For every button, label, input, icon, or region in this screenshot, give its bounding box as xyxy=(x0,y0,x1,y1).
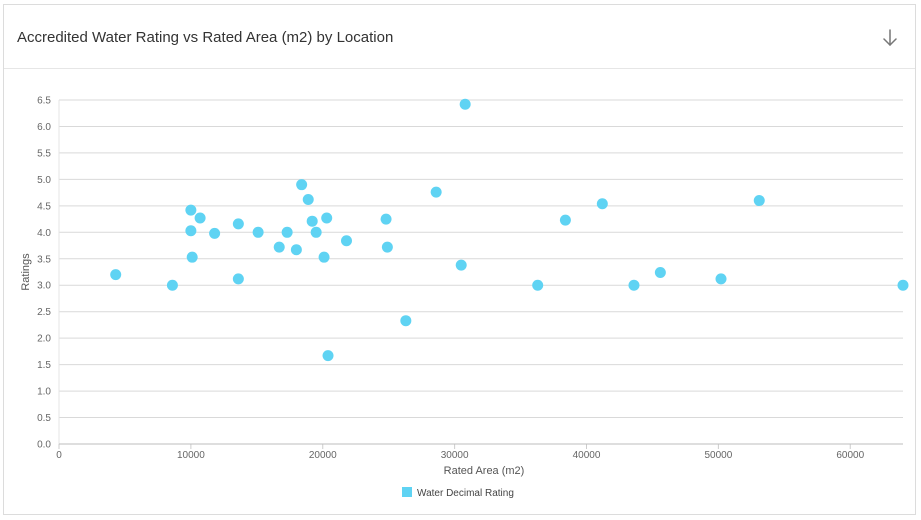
data-point[interactable] xyxy=(430,186,442,198)
x-tick-label: 10000 xyxy=(177,450,205,461)
data-point[interactable] xyxy=(380,213,392,225)
data-points xyxy=(110,98,909,362)
x-tick-label: 30000 xyxy=(441,450,469,461)
data-point[interactable] xyxy=(532,279,544,291)
x-axis-label: Rated Area (m2) xyxy=(444,465,525,477)
data-point[interactable] xyxy=(715,273,727,285)
grid-lines xyxy=(58,99,903,445)
y-tick-label: 4.0 xyxy=(37,228,51,239)
legend-label: Water Decimal Rating xyxy=(417,488,514,499)
data-point[interactable] xyxy=(110,269,122,281)
data-point[interactable] xyxy=(232,218,244,230)
y-tick-label: 3.0 xyxy=(37,281,51,292)
y-tick-label: 0.0 xyxy=(37,440,51,451)
y-tick-label: 5.0 xyxy=(37,175,51,186)
y-tick-label: 6.0 xyxy=(37,122,51,133)
data-point[interactable] xyxy=(186,251,198,263)
chart-card: Accredited Water Rating vs Rated Area (m… xyxy=(3,4,916,515)
y-tick-label: 1.0 xyxy=(37,387,51,398)
data-point[interactable] xyxy=(340,235,352,247)
y-tick-label: 3.5 xyxy=(37,254,51,265)
data-point[interactable] xyxy=(296,179,308,191)
data-point[interactable] xyxy=(209,227,221,239)
data-point[interactable] xyxy=(252,226,264,238)
data-point[interactable] xyxy=(628,279,640,291)
data-point[interactable] xyxy=(310,226,322,238)
data-point[interactable] xyxy=(322,350,334,362)
y-tick-label: 2.5 xyxy=(37,307,51,318)
data-point[interactable] xyxy=(381,241,393,253)
data-point[interactable] xyxy=(318,251,330,263)
card-header: Accredited Water Rating vs Rated Area (m… xyxy=(4,5,915,69)
data-point[interactable] xyxy=(559,214,571,226)
x-tick-label: 60000 xyxy=(836,450,864,461)
data-point[interactable] xyxy=(232,273,244,285)
chart-title: Accredited Water Rating vs Rated Area (m… xyxy=(17,29,394,46)
data-point[interactable] xyxy=(302,193,314,205)
data-point[interactable] xyxy=(654,267,666,279)
x-tick-label: 20000 xyxy=(309,450,337,461)
x-tick-label: 40000 xyxy=(573,450,601,461)
legend-swatch xyxy=(402,487,412,497)
data-point[interactable] xyxy=(281,226,293,238)
data-point[interactable] xyxy=(596,198,608,210)
x-tick-label: 50000 xyxy=(704,450,732,461)
data-point[interactable] xyxy=(290,244,302,256)
data-point[interactable] xyxy=(455,259,467,271)
data-point[interactable] xyxy=(166,279,178,291)
data-point[interactable] xyxy=(185,225,197,237)
data-point[interactable] xyxy=(321,212,333,224)
arrow-down-icon xyxy=(883,29,897,46)
x-tick-label: 0 xyxy=(56,450,62,461)
y-tick-label: 5.5 xyxy=(37,148,51,159)
y-tick-label: 4.5 xyxy=(37,201,51,212)
y-tick-label: 2.0 xyxy=(37,334,51,345)
data-point[interactable] xyxy=(400,315,412,327)
legend[interactable]: Water Decimal Rating xyxy=(402,487,514,499)
y-tick-label: 6.5 xyxy=(37,96,51,107)
data-point[interactable] xyxy=(185,204,197,216)
y-axis-ticks: 0.0 0.5 1.0 1.5 2.0 2.5 3.0 3.5 4.0 4.5 5.0 5.5 6.0 6… xyxy=(37,96,51,451)
y-tick-label: 0.5 xyxy=(37,413,51,424)
data-point[interactable] xyxy=(459,98,471,110)
y-axis-label: Ratings xyxy=(20,253,32,291)
y-tick-label: 1.5 xyxy=(37,360,51,371)
data-point[interactable] xyxy=(306,215,318,227)
download-button[interactable] xyxy=(879,27,901,49)
data-point[interactable] xyxy=(194,212,206,224)
data-point[interactable] xyxy=(897,279,909,291)
data-point[interactable] xyxy=(273,241,285,253)
data-point[interactable] xyxy=(753,195,765,207)
x-axis-ticks: 0 10000 20000 30000 40000 50000 60000 xyxy=(56,444,865,461)
